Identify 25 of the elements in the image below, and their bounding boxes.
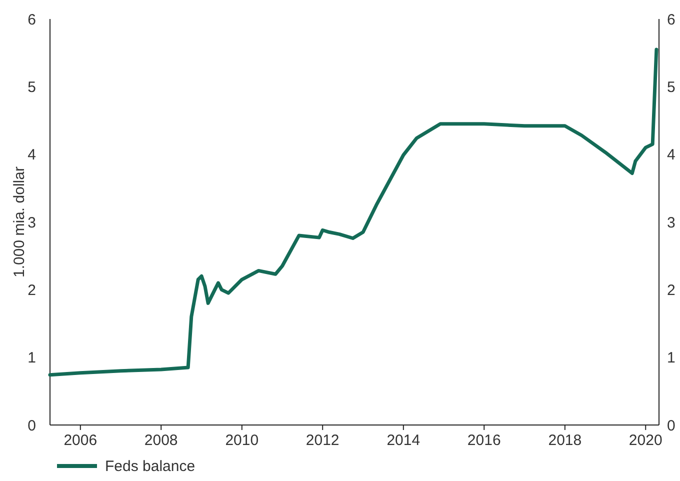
x-tick-label: 2016 [467, 432, 501, 449]
y2-tick-label: 6 [667, 11, 676, 28]
y-tick-label: 6 [28, 11, 36, 28]
legend-label: Feds balance [105, 458, 196, 475]
x-tick-label: 2008 [144, 432, 178, 449]
y-tick-label: 0 [28, 417, 36, 434]
x-tick-label: 2006 [64, 432, 98, 449]
x-tick-label: 2018 [548, 432, 582, 449]
line-series [48, 48, 658, 377]
y2-tick-label: 2 [667, 282, 676, 299]
y-axis-title: 1.000 mia. dollar [11, 166, 28, 278]
y-tick-label: 3 [28, 214, 36, 232]
y2-tick-label: 5 [667, 78, 676, 96]
y-tick-label: 4 [28, 146, 36, 164]
y-tick-label: 5 [28, 78, 36, 96]
y2-tick-label: 1 [667, 350, 676, 367]
y-tick-label: 1 [28, 350, 36, 367]
x-tick-label: 2010 [225, 432, 259, 449]
y-tick-label: 2 [28, 282, 36, 299]
y2-tick-label: 0 [667, 417, 676, 434]
x-tick-label: 2014 [386, 432, 420, 449]
y2-tick-label: 3 [667, 214, 676, 232]
x-tick-label: 2012 [306, 432, 340, 449]
y2-tick-label: 4 [667, 146, 676, 164]
x-tick-label: 2020 [628, 432, 662, 449]
